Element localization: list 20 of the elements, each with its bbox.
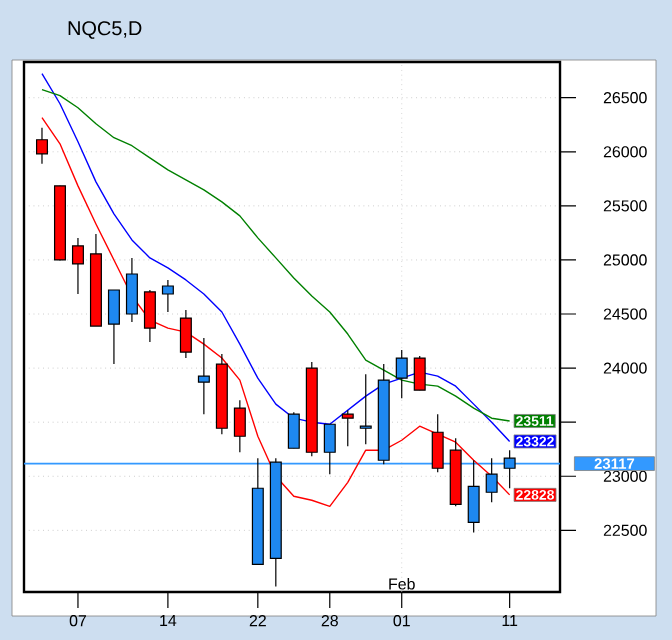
candlestick <box>125 257 138 323</box>
candlestick <box>107 289 120 365</box>
candlestick <box>179 309 192 359</box>
candlestick <box>485 457 498 503</box>
candlestick <box>503 449 516 489</box>
candlestick <box>35 127 48 165</box>
candlestick <box>323 423 336 475</box>
candlestick <box>197 337 210 415</box>
candlestick <box>431 413 444 473</box>
candlestick <box>161 279 174 313</box>
candlestick <box>413 355 426 391</box>
candlestick <box>359 373 372 445</box>
candlestick <box>287 411 300 449</box>
candlestick <box>71 237 84 295</box>
candlestick <box>233 399 246 453</box>
candlestick <box>395 349 408 399</box>
candlestick <box>467 459 480 534</box>
chart-title: NQC5,D <box>68 21 142 39</box>
candlestick <box>341 409 354 447</box>
candlestick <box>143 289 156 343</box>
